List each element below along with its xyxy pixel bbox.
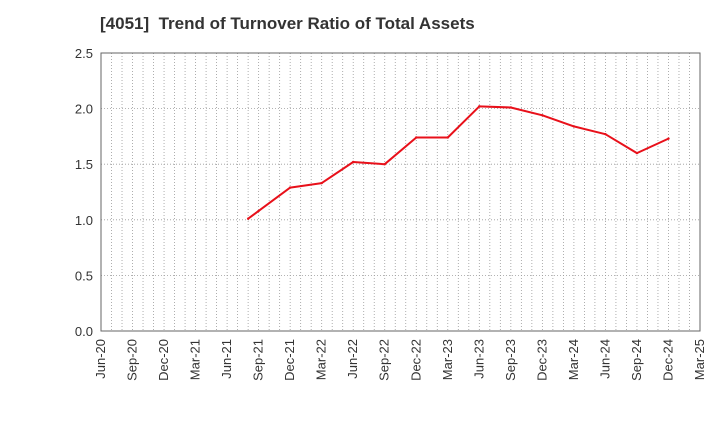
y-tick-label: 1.0 (75, 213, 93, 228)
data-point (383, 163, 386, 166)
y-tick-label: 0.0 (75, 324, 93, 339)
y-tick-label: 0.5 (75, 268, 93, 283)
x-tick-label: Jun-23 (471, 339, 486, 379)
x-tick-label: Dec-23 (534, 339, 549, 381)
data-point (446, 136, 449, 139)
data-point (667, 137, 670, 140)
data-point (415, 136, 418, 139)
x-tick-label: Sep-20 (125, 339, 140, 381)
x-tick-label: Jun-20 (93, 339, 108, 379)
chart-title: [4051] Trend of Turnover Ratio of Total … (100, 14, 475, 33)
data-point (541, 114, 544, 117)
data-point (246, 217, 250, 220)
x-tick-label: Dec-20 (156, 339, 171, 381)
x-tick-label: Mar-22 (314, 339, 329, 380)
x-tick-label: Dec-22 (408, 339, 423, 381)
data-point (320, 181, 323, 185)
plot-frame (100, 52, 701, 332)
x-tick-label: Sep-22 (377, 339, 392, 381)
data-point (288, 186, 292, 189)
x-tick-label: Sep-21 (251, 339, 266, 381)
data-point (509, 106, 513, 109)
x-tick-label: Dec-21 (282, 339, 297, 381)
data-point (604, 132, 607, 136)
x-tick-label: Mar-24 (566, 339, 581, 380)
y-tick-label: 2.0 (75, 102, 93, 117)
x-tick-label: Mar-23 (440, 339, 455, 380)
x-tick-label: Jun-24 (597, 339, 612, 379)
data-point (572, 125, 576, 128)
y-tick-label: 2.5 (75, 46, 93, 61)
x-tick-label: Jun-22 (345, 339, 360, 379)
series-line (247, 105, 669, 220)
data-point (257, 209, 260, 213)
data-point (478, 105, 481, 108)
x-tick-label: Jun-21 (219, 339, 234, 379)
x-tick-label: Dec-24 (660, 339, 675, 381)
x-tick-label: Mar-21 (188, 339, 203, 380)
data-point (352, 160, 355, 164)
x-tick-label: Mar-25 (692, 339, 707, 380)
y-tick-label: 1.5 (75, 157, 93, 172)
data-point (635, 151, 639, 155)
x-tick-label: Sep-24 (629, 339, 644, 381)
x-tick-label: Sep-23 (503, 339, 518, 381)
